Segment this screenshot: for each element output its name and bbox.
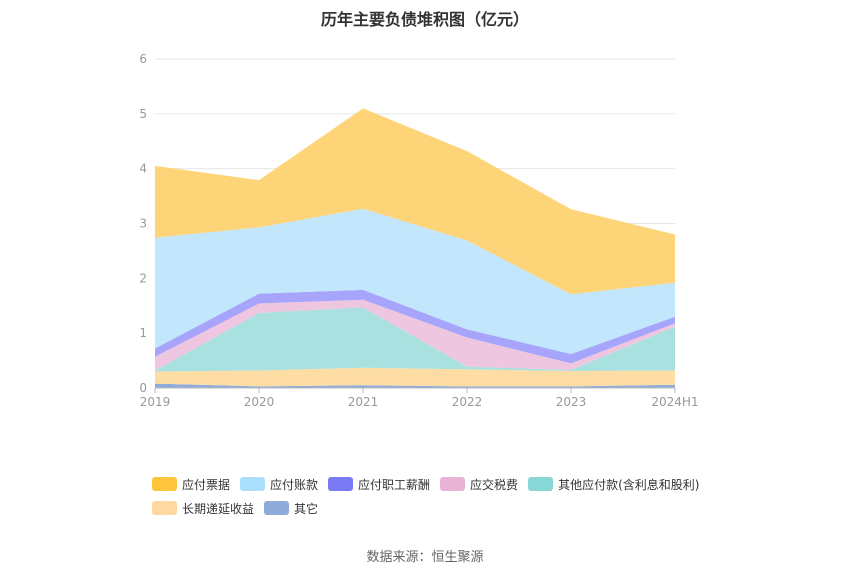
area-series <box>155 367 675 387</box>
x-tick-label: 2021 <box>348 395 379 409</box>
legend-swatch <box>240 477 266 491</box>
y-tick-label: 5 <box>139 107 147 121</box>
y-tick-label: 1 <box>139 326 147 340</box>
y-tick-label: 6 <box>139 52 147 66</box>
legend-swatch <box>440 477 466 491</box>
x-tick-label: 2019 <box>140 395 171 409</box>
area-series <box>155 108 675 295</box>
legend-label: 其它 <box>294 501 319 516</box>
legend-swatch <box>152 501 177 515</box>
x-tick-label: 2024H1 <box>651 395 698 409</box>
y-tick-label: 2 <box>139 271 147 285</box>
legend-label: 应付账款 <box>270 477 319 492</box>
legend-swatch <box>328 477 354 491</box>
area-series <box>155 299 675 371</box>
y-tick-label: 3 <box>139 217 147 231</box>
area-series <box>155 307 675 372</box>
legend-swatch <box>152 477 177 491</box>
y-tick-label: 4 <box>139 162 147 176</box>
legend-label: 长期递延收益 <box>182 501 255 516</box>
legend-row: 应付票据 应付账款 应付职工薪酬 应交税费 其他应付款(含利息和股利) <box>152 472 752 496</box>
legend-swatch <box>264 501 290 515</box>
area-series <box>155 208 675 355</box>
x-tick-label: 2020 <box>244 395 275 409</box>
legend-item[interactable]: 应付职工薪酬 <box>328 476 430 493</box>
x-tick-label: 2023 <box>556 395 587 409</box>
x-tick-label: 2022 <box>452 395 483 409</box>
legend-label: 其他应付款(含利息和股利) <box>558 477 700 492</box>
legend-item[interactable]: 长期递延收益 <box>152 500 254 517</box>
stacked-area-chart: 0 1 2 3 4 5 6 2019 2020 2021 2022 2023 2024H1 <box>139 52 698 409</box>
legend-row: 长期递延收益 其它 <box>152 496 752 520</box>
legend-label: 应付票据 <box>182 477 231 492</box>
legend-label: 应交税费 <box>470 477 519 492</box>
chart-legend: 应付票据 应付账款 应付职工薪酬 应交税费 其他应付款(含利息和股利) 长期递延收益 其它 <box>152 472 752 520</box>
legend-item[interactable]: 其他应付款(含利息和股利) <box>528 476 699 493</box>
legend-swatch <box>528 477 554 491</box>
legend-item[interactable]: 应付票据 <box>152 476 230 493</box>
legend-item[interactable]: 应交税费 <box>440 476 518 493</box>
chart-title: 历年主要负债堆积图（亿元） <box>320 10 529 29</box>
data-source-note: 数据来源：恒生聚源 <box>366 550 484 565</box>
legend-label: 应付职工薪酬 <box>358 477 431 492</box>
y-tick-label: 0 <box>139 381 147 395</box>
legend-item[interactable]: 其它 <box>264 500 318 517</box>
legend-item[interactable]: 应付账款 <box>240 476 318 493</box>
